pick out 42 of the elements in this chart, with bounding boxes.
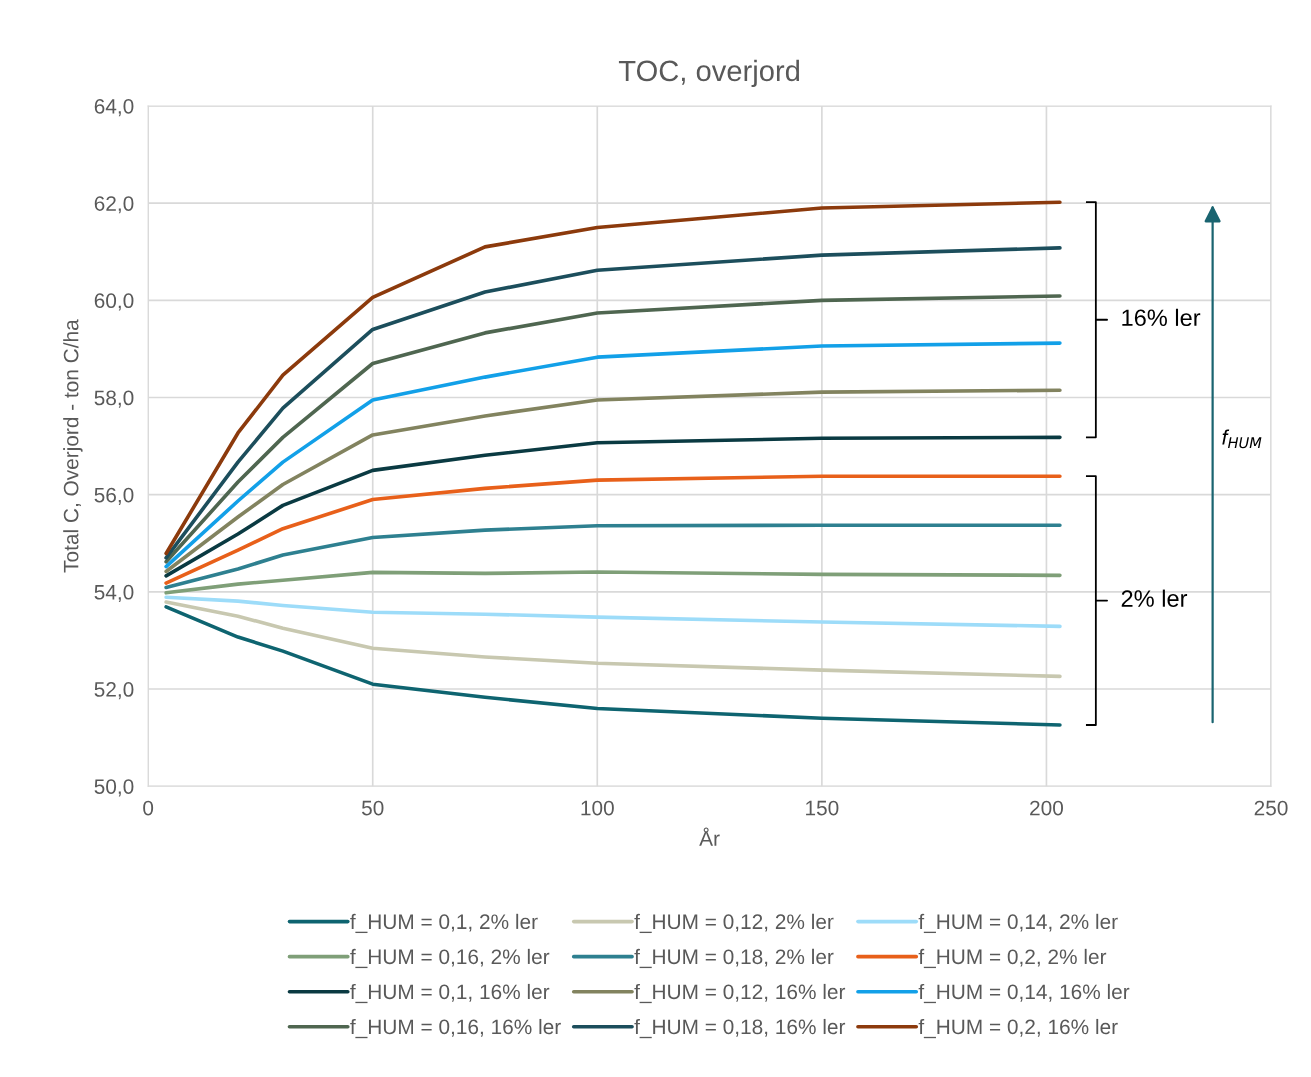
legend-label: f_HUM = 0,16, 16% ler	[350, 1018, 561, 1039]
legend-label: f_HUM = 0,16, 2% ler	[350, 948, 550, 969]
y-tick-label: 52,0	[94, 682, 134, 700]
line-series	[164, 388, 1062, 574]
annotation: 16% ler	[1122, 308, 1201, 327]
line-series	[164, 570, 1062, 595]
legend-label: f_HUM = 0,12, 16% ler	[634, 983, 846, 1004]
legend-label: f_HUM = 0,18, 16% ler	[634, 1018, 846, 1039]
legend-label: f_HUM = 0,1, 2% ler	[350, 913, 538, 934]
line-series	[164, 435, 1062, 578]
legend-label: f_HUM = 0,2, 16% ler	[918, 1018, 1118, 1039]
y-tick-label: 62,0	[94, 196, 134, 214]
y-tick-label: 64,0	[94, 98, 134, 117]
legend-label: f_HUM = 0,18, 2% ler	[634, 948, 834, 969]
legend-label: f_HUM = 0,14, 16% ler	[918, 983, 1130, 1004]
x-tick-label: 100	[581, 800, 614, 816]
x-tick-label: 150	[806, 800, 839, 816]
line-series	[164, 605, 1062, 727]
x-tick-label: 250	[1254, 800, 1288, 816]
legend-label: f_HUM = 0,14, 2% ler	[918, 913, 1118, 934]
x-tick-label: 50	[361, 800, 384, 816]
x-axis-title: År	[699, 827, 720, 846]
y-axis-title: Total C, Overjord - ton C/ha	[63, 319, 83, 573]
line-series	[164, 600, 1062, 679]
legend-label: f_HUM = 0,12, 2% ler	[634, 913, 834, 934]
line-series	[164, 294, 1062, 564]
annotation: 2% ler	[1121, 589, 1188, 607]
line-series	[164, 595, 1062, 629]
line-series	[164, 523, 1062, 590]
legend-label: f_HUM = 0,2, 2% ler	[918, 948, 1107, 969]
y-tick-label: 58,0	[94, 390, 134, 408]
line-series	[164, 341, 1062, 569]
y-tick-label: 54,0	[94, 584, 134, 603]
y-tick-label: 50,0	[94, 779, 134, 797]
y-tick-label: 56,0	[94, 487, 134, 505]
line-series	[164, 474, 1062, 585]
y-tick-label: 60,0	[94, 293, 134, 311]
x-tick-label: 200	[1030, 800, 1064, 816]
annotation: f$_{HUM}$	[1222, 429, 1262, 449]
legend-label: f_HUM = 0,1, 16% ler	[350, 983, 550, 1004]
x-tick-label: 0	[143, 800, 154, 816]
chart-title: TOC, overjord	[618, 59, 800, 88]
